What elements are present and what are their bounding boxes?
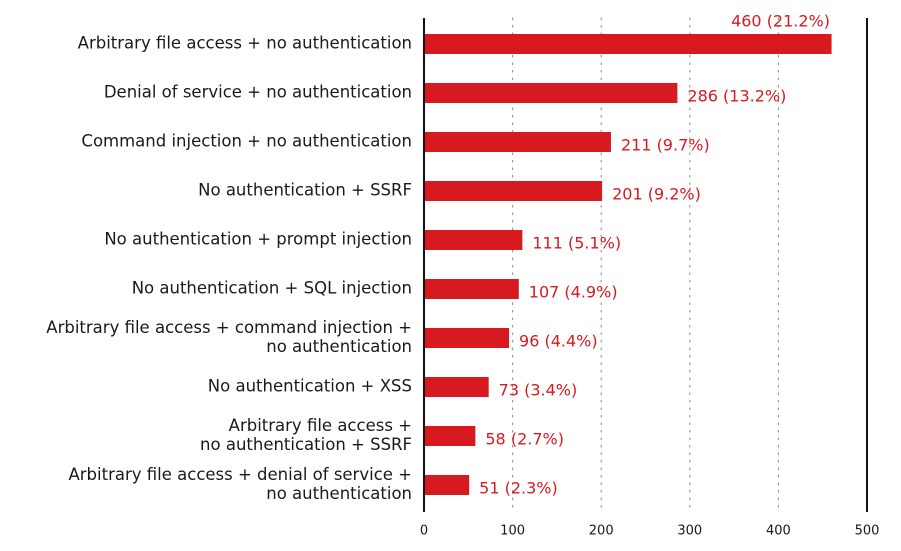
value-labels: 460 (21.2%) 286 (13.2%) 211 (9.7%) 201 (9.2… [479, 12, 830, 498]
value-label: 201 (9.2%) [612, 185, 701, 204]
category-label: No authentication + XSS [208, 377, 412, 396]
category-label: Denial of service + no authentication [104, 83, 412, 102]
bar [425, 426, 476, 446]
x-tick-label: 400 [766, 524, 791, 539]
category-label: No authentication + prompt injection [104, 230, 412, 249]
value-label: 460 (21.2%) [731, 12, 830, 31]
value-label: 96 (4.4%) [519, 332, 598, 351]
bar [425, 230, 523, 250]
category-label: Arbitrary file access + command injectio… [46, 318, 412, 356]
category-label: Arbitrary file access + no authentication… [200, 416, 412, 454]
bar [425, 34, 832, 54]
bar [425, 377, 489, 397]
x-tick-label: 0 [420, 524, 428, 539]
bar [425, 475, 470, 495]
category-label: No authentication + SSRF [198, 181, 412, 200]
category-label: Arbitrary file access + denial of servic… [68, 465, 412, 503]
category-label: Arbitrary file access + no authenticatio… [78, 34, 412, 53]
x-tick-label: 300 [677, 524, 702, 539]
category-label: Command injection + no authentication [81, 132, 412, 151]
x-tick-labels: 0 100 200 300 400 500 [420, 524, 880, 539]
bar [425, 83, 678, 103]
x-tick-label: 500 [855, 524, 880, 539]
x-tick-label: 200 [589, 524, 614, 539]
value-label: 73 (3.4%) [499, 381, 578, 400]
category-label: No authentication + SQL injection [132, 279, 412, 298]
bars [425, 34, 832, 495]
bar [425, 279, 519, 299]
value-label: 58 (2.7%) [485, 430, 564, 449]
x-tick-label: 100 [500, 524, 525, 539]
value-label: 111 (5.1%) [532, 234, 621, 253]
bar [425, 328, 510, 348]
bar [425, 181, 603, 201]
value-label: 211 (9.7%) [621, 136, 710, 155]
value-label: 51 (2.3%) [479, 479, 558, 498]
value-label: 286 (13.2%) [687, 87, 786, 106]
axes [423, 18, 868, 512]
category-labels: Arbitrary file access + no authenticatio… [46, 34, 412, 504]
bar [425, 132, 611, 152]
value-label: 107 (4.9%) [529, 283, 618, 302]
